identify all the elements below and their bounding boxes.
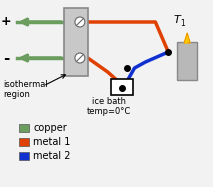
Bar — [19, 124, 29, 132]
Circle shape — [75, 17, 85, 27]
Bar — [19, 152, 29, 160]
Bar — [177, 42, 197, 80]
Polygon shape — [184, 33, 190, 43]
Text: metal 2: metal 2 — [33, 151, 71, 161]
Text: -: - — [3, 50, 10, 65]
Bar — [64, 8, 88, 76]
Text: 1: 1 — [180, 19, 185, 27]
Circle shape — [75, 53, 85, 63]
Text: T: T — [173, 15, 180, 25]
Bar — [111, 79, 132, 95]
Bar — [19, 138, 29, 146]
Text: metal 1: metal 1 — [33, 137, 71, 147]
Text: ice bath
temp=0°C: ice bath temp=0°C — [86, 97, 131, 116]
Text: copper: copper — [33, 123, 67, 133]
Text: isothermal
region: isothermal region — [3, 80, 48, 99]
Text: +: + — [1, 15, 12, 27]
